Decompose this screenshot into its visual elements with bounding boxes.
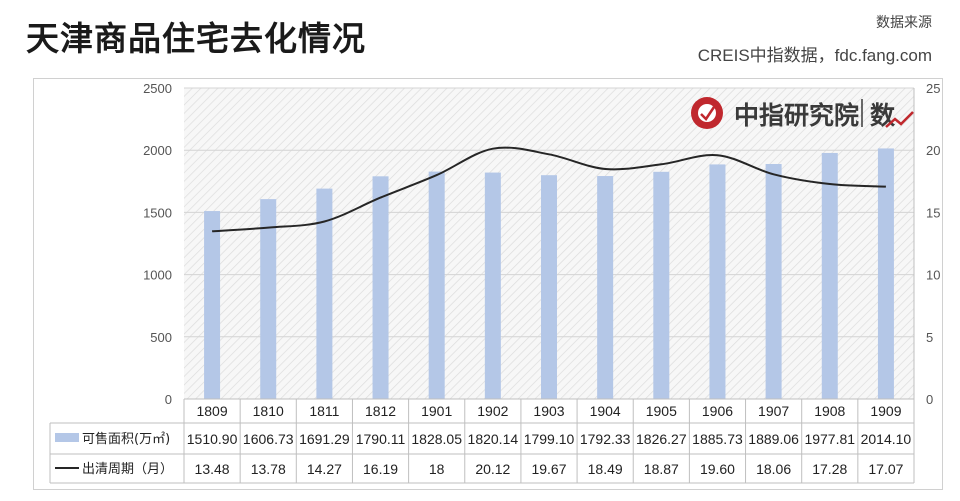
y-left-tick-label: 2000 [143,143,172,158]
legend-swatch-bar [55,433,79,442]
line-value-label: 18 [429,461,445,477]
legend-label-bar: 可售面积(万㎡) [82,431,170,447]
line-value-label: 19.67 [531,461,566,477]
x-tick-label: 1810 [253,403,284,419]
bar-value-label: 1790.11 [356,431,406,447]
bar [372,176,389,399]
bar [204,211,221,399]
y-right-tick-label: 0 [926,392,933,407]
line-value-label: 17.28 [812,461,847,477]
y-right-tick-label: 20 [926,143,940,158]
line-value-label: 18.06 [756,461,791,477]
line-value-label: 18.87 [644,461,679,477]
bar [597,176,614,399]
x-tick-label: 1903 [533,403,564,419]
watermark-suffix: 数 [870,101,896,130]
bar-value-label: 1606.73 [243,431,294,447]
x-tick-label: 1904 [590,403,621,419]
y-right-tick-label: 10 [926,268,940,283]
bar-value-label: 1826.27 [636,431,687,447]
bar-value-label: 1820.14 [468,431,519,447]
y-right-tick-label: 15 [926,205,940,220]
line-value-label: 13.48 [195,461,230,477]
trend-icon [885,111,914,128]
x-tick-label: 1811 [309,403,339,419]
x-tick-label: 1907 [758,403,789,419]
y-left-tick-label: 2500 [143,81,172,96]
y-left-tick-label: 0 [165,392,172,407]
y-left-tick-label: 1000 [143,268,172,283]
chart-frame [33,78,943,490]
source-text: CREIS中指数据，fdc.fang.com [697,46,932,65]
bar-value-label: 1799.10 [524,431,575,447]
line-value-label: 13.78 [251,461,286,477]
x-tick-label: 1906 [702,403,733,419]
x-tick-label: 1812 [365,403,396,419]
line-value-label: 16.19 [363,461,398,477]
x-tick-label: 1902 [477,403,508,419]
line-value-label: 14.27 [307,461,342,477]
line-value-label: 20.12 [475,461,510,477]
legend-label-line: 出清周期（月） [82,462,173,477]
bar [709,164,726,399]
bar [821,152,838,399]
line-value-label: 18.49 [588,461,623,477]
bar [765,164,782,399]
bar-value-label: 1889.06 [748,431,799,447]
bar [428,171,445,399]
x-tick-label: 1908 [814,403,845,419]
y-left-tick-label: 500 [150,330,172,345]
line-value-label: 17.07 [868,461,903,477]
bar-value-label: 2014.10 [861,431,912,447]
bar-value-label: 1977.81 [804,431,855,447]
x-tick-label: 1901 [421,403,452,419]
y-right-tick-label: 25 [926,81,940,96]
x-tick-label: 1809 [196,403,227,419]
bar-value-label: 1885.73 [692,431,743,447]
bar-value-label: 1792.33 [580,431,631,447]
series-line [212,146,886,233]
bar [541,175,557,399]
y-right-tick-label: 5 [926,330,933,345]
x-tick-label: 1909 [870,403,901,419]
bar-value-label: 1691.29 [299,431,350,447]
line-value-label: 19.60 [700,461,735,477]
bar [484,172,501,399]
watermark-text: 中指研究院 [734,101,859,130]
bar [260,199,277,399]
bar-value-label: 1828.05 [411,431,462,447]
bar [316,188,333,399]
bar [653,171,670,399]
y-left-tick-label: 1500 [143,205,172,220]
x-tick-label: 1905 [646,403,677,419]
page-title: 天津商品住宅去化情况 [26,19,366,58]
bar-value-label: 1510.90 [187,431,238,447]
source-label: 数据来源 [876,15,932,31]
watermark: 中指研究院 数 [691,97,914,130]
bar [877,148,894,399]
